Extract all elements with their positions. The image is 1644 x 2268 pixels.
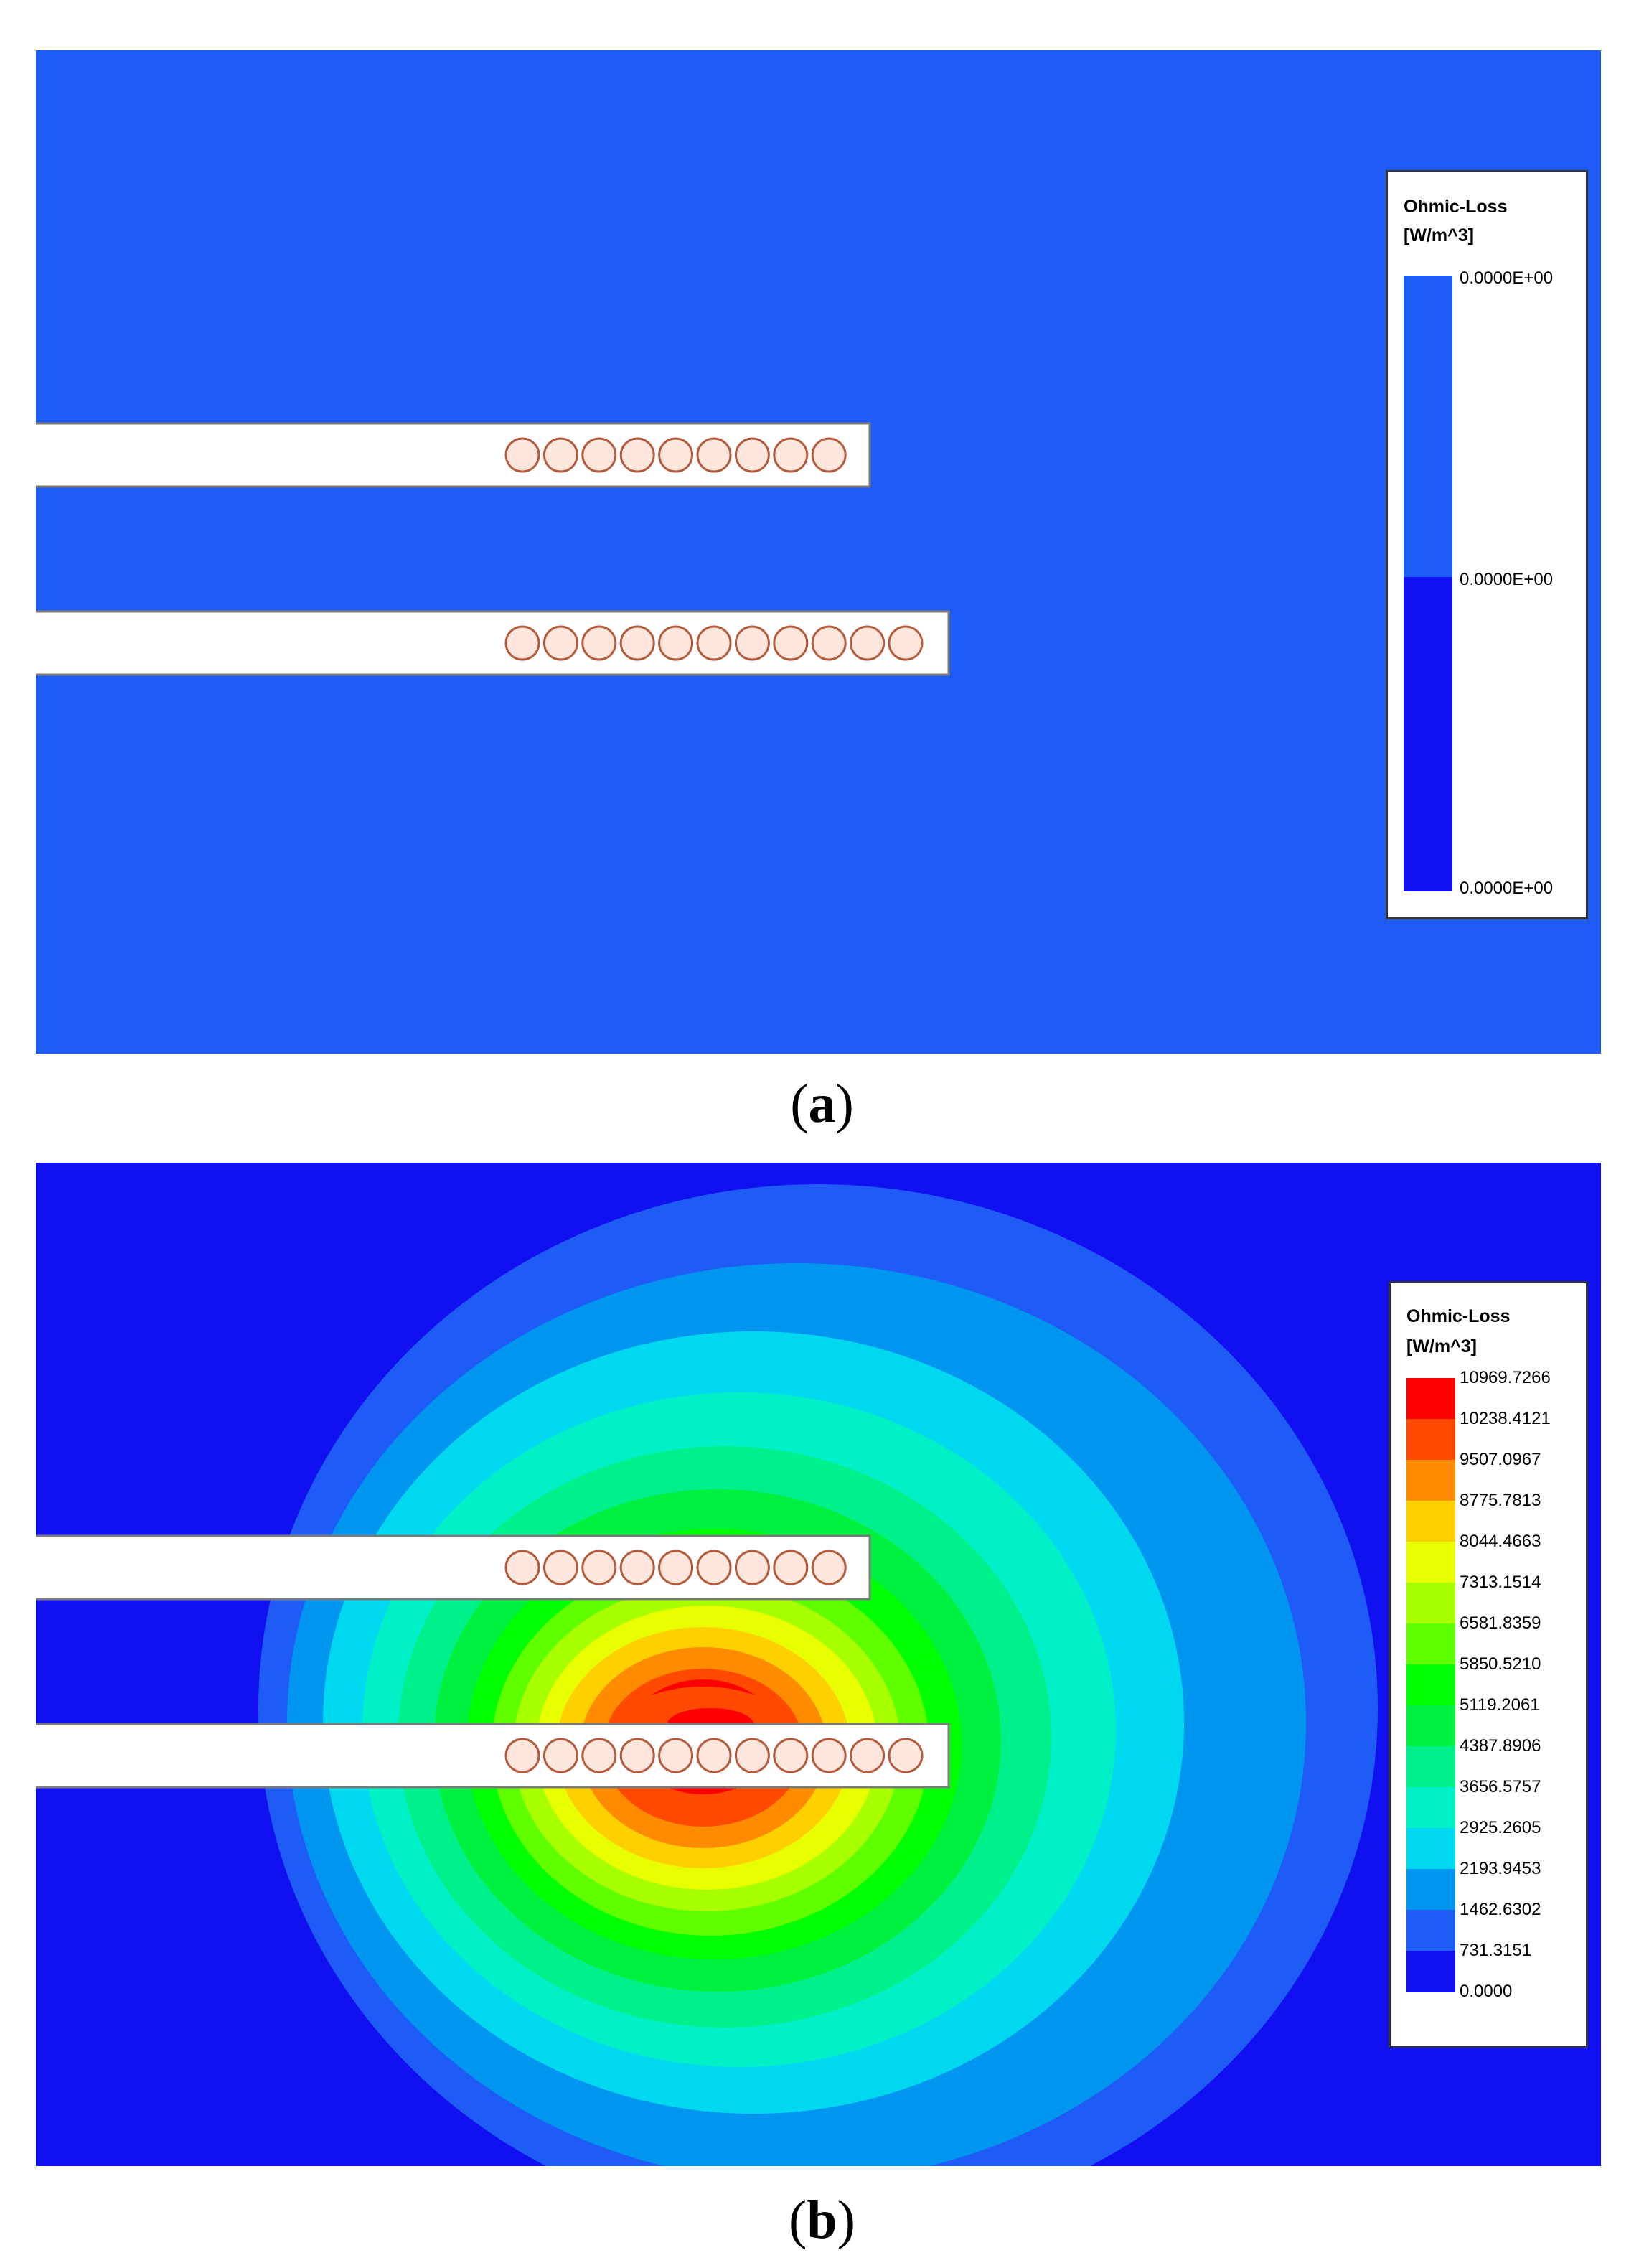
coil-turn [542,625,578,661]
legend-b: Ohmic-Loss [W/m^3] 10969.7266 10238.4121 9… [1389,1281,1588,2048]
coil-turn [773,1738,809,1773]
legend-label: 0.0000E+00 [1460,878,1554,898]
coil-turn [542,437,578,473]
legend-label: 10238.4121 [1460,1409,1551,1428]
coil-turn [888,1738,924,1773]
coil-turn [619,1738,655,1773]
coil-turn [542,1738,578,1773]
coil-turn [696,1738,732,1773]
legend-label: 9507.0967 [1460,1450,1541,1469]
color-swatch [1406,1951,1455,1992]
color-swatch [1406,1705,1455,1747]
coil-turn [619,625,655,661]
legend-label: 3656.5757 [1460,1777,1541,1796]
coil-turn [619,1550,655,1585]
coil-turn [504,625,540,661]
color-swatch [1406,1910,1455,1951]
coil-turn [811,437,847,473]
coil-turn [696,625,732,661]
color-swatch [1406,1828,1455,1870]
coil-turn [581,1738,617,1773]
coil-turn [773,1550,809,1585]
coil-turn [619,437,655,473]
coil-turn [696,1550,732,1585]
legend-label: 0.0000 [1460,1982,1513,2001]
coil-turn [734,437,770,473]
legend-label: 5119.2061 [1460,1695,1540,1715]
color-swatch [1406,1419,1455,1461]
legend-label: 8044.4663 [1460,1532,1541,1551]
coil-turn [581,437,617,473]
color-swatch [1406,1869,1455,1911]
legend-a: Ohmic-Loss [W/m^3] 0.0000E+00 0.0000E+00… [1386,170,1588,919]
conductor-plate [36,1723,950,1789]
coil-turn [734,1738,770,1773]
legend-title: Ohmic-Loss [1406,1306,1511,1326]
legend-label: 8775.7813 [1460,1491,1541,1510]
color-swatch [1406,1542,1455,1583]
coil-turn [658,1550,694,1585]
color-swatch [1404,577,1452,891]
coil-turn [542,1550,578,1585]
legend-label: 7313.1514 [1460,1573,1541,1592]
coil-turn [811,1550,847,1585]
coil-turn [581,1550,617,1585]
coil-turn [773,625,809,661]
coil-turn [811,1738,847,1773]
coil-turn [850,625,886,661]
contour-map-b [36,1163,1601,2166]
legend-unit: [W/m^3] [1406,1336,1477,1356]
coil-turn [658,437,694,473]
coil-turn [658,1738,694,1773]
legend-label: 2193.9453 [1460,1859,1541,1878]
color-swatch [1406,1378,1455,1420]
legend-label: 5850.5210 [1460,1654,1541,1674]
geometry-a [36,50,1601,1054]
legend-label: 1462.6302 [1460,1900,1541,1919]
coil-turn [581,625,617,661]
legend-label: 731.3151 [1460,1941,1532,1960]
legend-label: 0.0000E+00 [1460,268,1554,288]
color-bar-b [1406,1378,1455,1992]
coil-turn [734,1550,770,1585]
caption-b: (b) [789,2190,855,2250]
color-swatch [1406,1746,1455,1788]
legend-label: 10969.7266 [1460,1368,1551,1387]
legend-label: 4387.8906 [1460,1736,1541,1756]
coil-turn [504,437,540,473]
color-swatch [1406,1787,1455,1829]
color-swatch [1406,1664,1455,1706]
color-swatch [1406,1501,1455,1542]
color-swatch [1406,1623,1455,1665]
color-swatch [1406,1460,1455,1501]
legend-label: 6581.8359 [1460,1613,1541,1633]
coil-turn [773,437,809,473]
coil-turn [504,1738,540,1773]
caption-a: (a) [790,1074,854,1134]
coil-turn [734,625,770,661]
color-swatch [1404,276,1452,577]
legend-label: 0.0000E+00 [1460,570,1554,589]
coil-turn [850,1738,886,1773]
color-swatch [1406,1583,1455,1624]
color-bar-a [1404,276,1452,891]
coil-turn [658,625,694,661]
coil-turn [504,1550,540,1585]
legend-unit: [W/m^3] [1404,225,1474,245]
coil-turn [888,625,924,661]
legend-label: 2925.2605 [1460,1818,1541,1837]
field-plot-b: Ohmic-Loss [W/m^3] 10969.7266 10238.4121 9… [36,1163,1601,2166]
coil-turn [696,437,732,473]
field-plot-a: Ohmic-Loss [W/m^3] 0.0000E+00 0.0000E+00… [36,50,1601,1054]
coil-turn [811,625,847,661]
field-background [36,50,1601,1054]
legend-title: Ohmic-Loss [1404,197,1508,217]
